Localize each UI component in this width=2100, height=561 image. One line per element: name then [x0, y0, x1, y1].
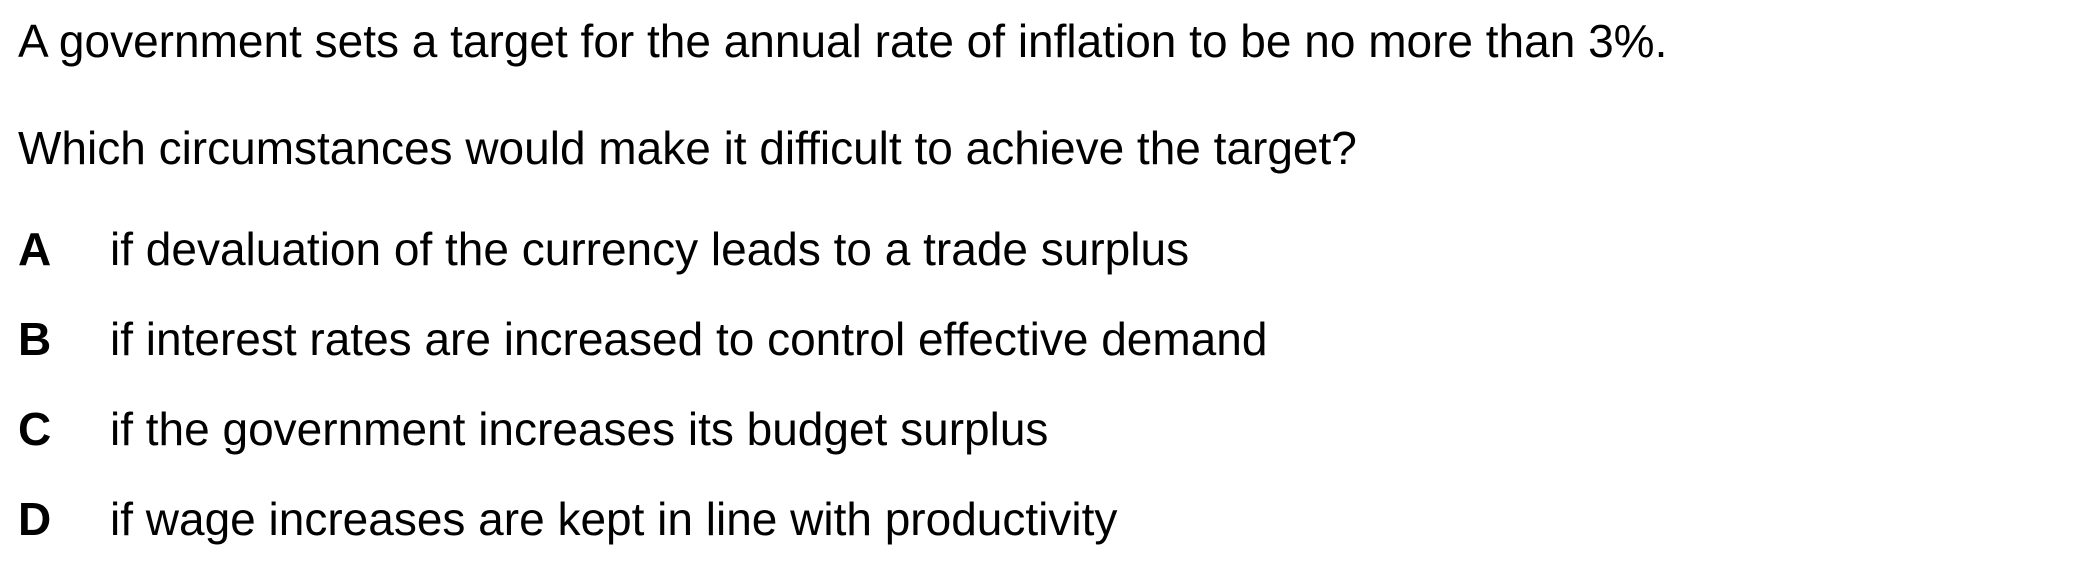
option-text: if interest rates are increased to contr… — [110, 313, 1268, 365]
option-text: if the government increases its budget s… — [110, 403, 1049, 455]
option-letter: A — [18, 223, 52, 275]
option-letter: D — [18, 493, 52, 545]
option-text: if devaluation of the currency leads to … — [110, 223, 1190, 275]
question-stem: A government sets a target for the annua… — [18, 15, 1668, 67]
option-letter: C — [18, 403, 52, 455]
option-letter: B — [18, 313, 52, 365]
question-prompt: Which circumstances would make it diffic… — [18, 122, 1357, 174]
option-text: if wage increases are kept in line with … — [110, 493, 1118, 545]
